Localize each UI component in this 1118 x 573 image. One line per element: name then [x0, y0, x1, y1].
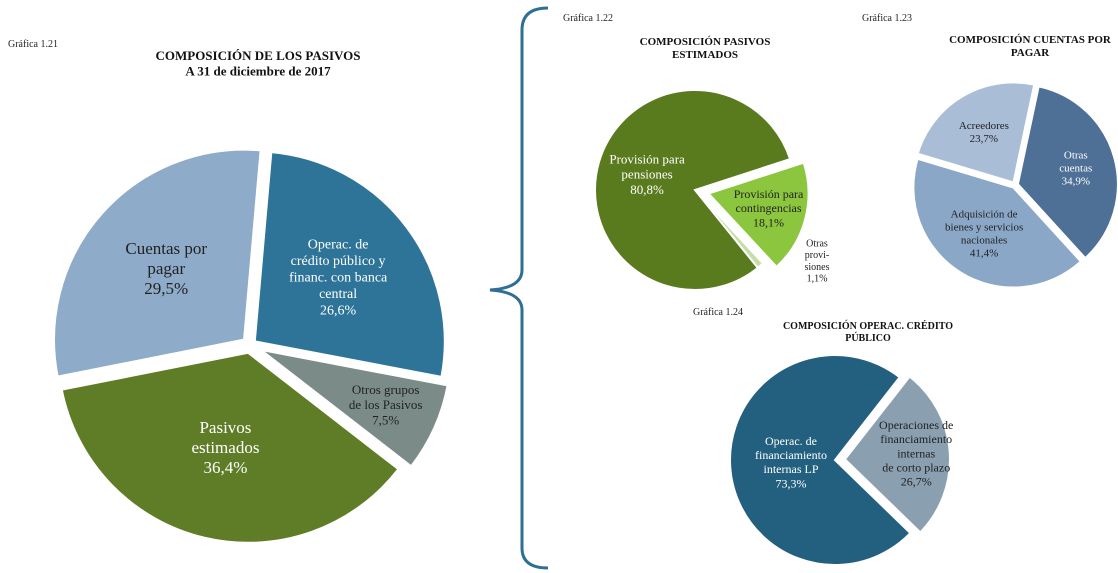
- slice-value: 1,1%: [807, 274, 828, 285]
- slice-label: Cuentas por pagar: [125, 239, 207, 278]
- pie-slice: [60, 351, 400, 544]
- slice-value: 26,6%: [320, 304, 357, 319]
- pie-slice: [53, 148, 262, 378]
- chart-label: Gráfica 1.22: [563, 13, 613, 24]
- slice-value: 23,7%: [970, 133, 998, 145]
- slice-value: 7,5%: [372, 412, 399, 427]
- slice-label: Operaciones de financiamiento internas de c…: [879, 418, 953, 474]
- slice-value: 29,5%: [144, 279, 188, 298]
- slice-label: Adquisición de bienes y servicios nacional…: [945, 208, 1023, 246]
- slice-value: 73,3%: [776, 476, 807, 490]
- pie-slice: [253, 151, 446, 379]
- slice-value: 36,4%: [204, 458, 248, 477]
- pie-slice: [729, 354, 912, 566]
- chart-title: COMPOSICIÓN PASIVOS ESTIMADOS: [640, 36, 771, 61]
- pie-slice: [916, 81, 1036, 184]
- slice-label: Provisión para pensiones: [609, 151, 685, 181]
- pie-slice: [594, 89, 792, 291]
- slice-label: Provisión para contingencias: [734, 187, 804, 215]
- bracket: [489, 6, 549, 570]
- slice-label: Operac. de crédito público y financ. con b…: [289, 237, 388, 302]
- pie-slice: [706, 161, 810, 269]
- slice-value: 41,4%: [970, 247, 998, 259]
- chart-label: Gráfica 1.23: [862, 13, 912, 24]
- slice-value: 26,7%: [901, 474, 932, 488]
- slice-label: Pasivos estimados: [191, 418, 259, 457]
- pie-slice: [1016, 85, 1118, 260]
- chart-title: COMPOSICIÓN CUENTAS POR PAGAR: [949, 34, 1112, 59]
- slice-value: 80,8%: [630, 182, 664, 197]
- pie-slice: [912, 157, 1083, 289]
- chart-title: COMPOSICIÓN DE LOS PASIVOS A 31 de diciem…: [155, 48, 360, 78]
- slice-value: 34,9%: [1062, 175, 1090, 187]
- slice-label: Otros grupos de los Pasivos: [349, 382, 423, 412]
- chart-label: Gráfica 1.24: [693, 307, 743, 318]
- chart-label: Gráfica 1.21: [8, 39, 58, 50]
- slice-label: Otras provi-siones: [805, 239, 830, 274]
- slice-label: Acreedores: [959, 120, 1009, 132]
- slice-label: Operac. de financiamiento internas LP: [755, 434, 827, 476]
- slice-value: 18,1%: [753, 215, 784, 229]
- pie-slice: [843, 375, 951, 534]
- chart-title: COMPOSICIÓN OPERAC. CRÉDITO PÚBLICO: [783, 320, 953, 344]
- slice-label: Otras cuentas: [1059, 149, 1092, 174]
- pie-slice: [260, 348, 449, 468]
